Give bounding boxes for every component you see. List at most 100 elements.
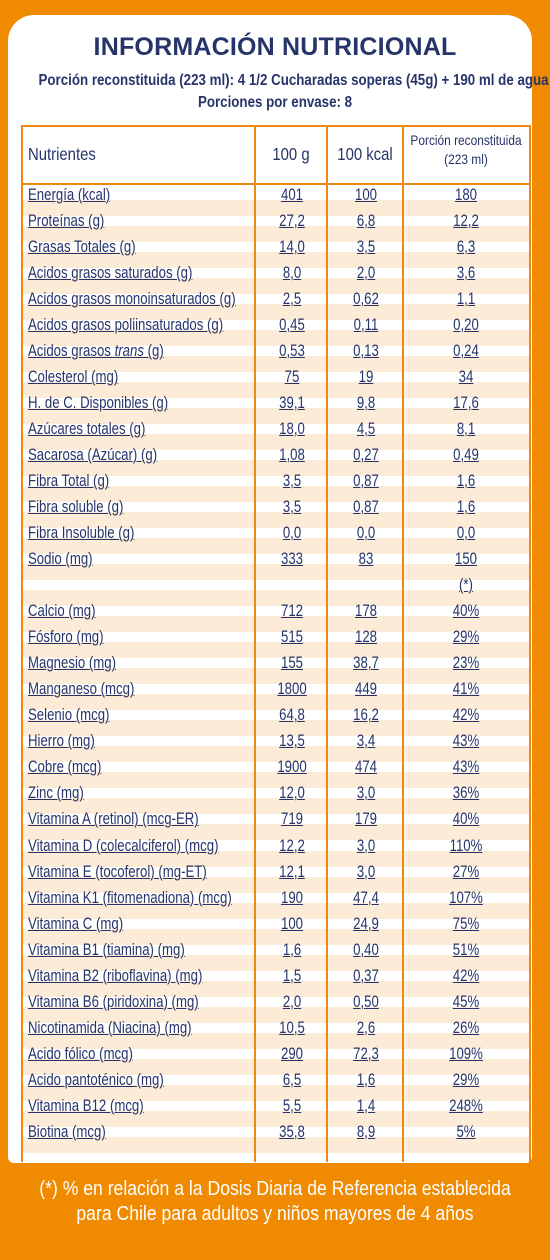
value-per-portion: 0,20	[453, 316, 479, 335]
nutrient-name: Magnesio (mg)	[28, 654, 117, 673]
nutrient-name: Calcio (mg)	[28, 602, 96, 621]
value-per-portion: 180	[454, 186, 478, 204]
value-per-100kcal: 1,4	[356, 1096, 376, 1115]
nutrient-name: Colesterol (mg)	[28, 368, 119, 387]
value-per-100kcal: 0,87	[353, 498, 379, 517]
value-per-100kcal: 474	[354, 758, 378, 777]
value-per-portion: 23%	[452, 654, 480, 673]
value-per-100kcal: 0,40	[353, 940, 379, 959]
nutrient-name: Fibra soluble (g)	[28, 498, 124, 517]
nutrient-name: Biotina (mcg)	[28, 1122, 106, 1141]
value-per-100kcal: 0,13	[353, 342, 379, 361]
nutrient-name: Fósforo (mg)	[28, 628, 104, 647]
nutrient-name: Azúcares totales (g)	[28, 420, 146, 439]
value-per-100kcal: 0,50	[353, 992, 379, 1011]
value-per-100g: 2,0	[282, 992, 302, 1011]
value-per-100kcal: 4,5	[356, 420, 376, 439]
value-per-100kcal: 0,27	[353, 446, 379, 465]
value-per-100g: 0,53	[279, 342, 305, 361]
value-per-portion: 34	[458, 368, 474, 387]
footnote-continued: para Chile para adultos y niños mayores …	[76, 1203, 474, 1225]
nutrient-name: Fibra Insoluble (g)	[28, 524, 135, 543]
value-per-portion: 1,6	[456, 498, 476, 517]
value-per-100kcal: 47,4	[353, 888, 379, 907]
nutrient-name: Acidos grasos trans (g)	[28, 342, 164, 361]
value-per-100g: 18,0	[279, 420, 305, 439]
nutrient-name: Sacarosa (Azúcar) (g)	[28, 446, 158, 465]
value-per-portion: 75%	[452, 914, 480, 933]
value-per-100g: 190	[280, 888, 304, 907]
value-per-portion: 51%	[452, 940, 480, 959]
value-per-100g: 35,8	[279, 1122, 305, 1141]
portion-description: Porción reconstituida (223 ml): 4 1/2 Cu…	[38, 72, 549, 89]
value-per-100kcal: 128	[354, 628, 378, 647]
value-per-portion: 0,0	[456, 524, 476, 543]
table-frame	[21, 125, 531, 1162]
value-per-100g: 13,5	[279, 732, 305, 751]
value-per-portion: 3,6	[456, 264, 476, 283]
value-per-portion: 29%	[452, 628, 480, 647]
column-divider	[402, 125, 404, 1162]
nutrient-name: Energía (kcal)	[28, 186, 111, 204]
value-per-100kcal: 0,0	[356, 524, 376, 543]
value-per-100kcal: 449	[354, 680, 378, 699]
value-per-100kcal: 24,9	[353, 914, 379, 933]
value-per-portion: 40%	[452, 602, 480, 621]
value-per-portion: 27%	[452, 862, 480, 881]
value-per-100g: 64,8	[279, 706, 305, 725]
value-per-100g: 712	[280, 602, 304, 621]
nutrient-name: Zinc (mg)	[28, 784, 84, 803]
nutrient-name: Vitamina A (retinol) (mcg-ER)	[28, 810, 199, 829]
value-per-100kcal: 3,0	[356, 862, 376, 881]
value-per-portion: 40%	[452, 810, 480, 829]
value-per-100g: 719	[280, 810, 304, 829]
value-per-100g: 12,2	[279, 836, 305, 855]
header-divider	[21, 183, 531, 185]
nutrient-name: Vitamina D (colecalciferol) (mcg)	[28, 836, 219, 855]
value-per-portion: 5%	[456, 1122, 476, 1141]
nutrient-name: Vitamina C (mg)	[28, 914, 124, 933]
header-portion-line1: Porción reconstituida	[410, 132, 522, 148]
value-per-100g: 155	[280, 654, 304, 673]
nutrient-name: Grasas Totales (g)	[28, 238, 136, 257]
value-per-portion: 8,1	[456, 420, 476, 439]
value-per-100g: 290	[280, 1044, 304, 1063]
value-per-100kcal: 100	[354, 186, 378, 204]
value-per-portion: 42%	[452, 966, 480, 985]
value-per-100kcal: 0,62	[353, 290, 379, 309]
value-per-100kcal: 2,6	[356, 1018, 376, 1037]
value-per-100kcal: 2,0	[356, 264, 376, 283]
value-per-100g: 1900	[277, 758, 307, 777]
value-per-100kcal: 3,0	[356, 836, 376, 855]
value-per-100kcal: 3,4	[356, 732, 376, 751]
value-per-100kcal: 9,8	[356, 394, 376, 413]
value-per-100kcal: 38,7	[353, 654, 379, 673]
value-per-portion: 248%	[449, 1096, 483, 1115]
nutrient-name: Acidos grasos monoinsaturados (g)	[28, 290, 236, 309]
value-per-100g: 0,0	[282, 524, 302, 543]
nutrient-name: Vitamina B2 (riboflavina) (mg)	[28, 966, 203, 985]
value-per-portion: 43%	[452, 732, 480, 751]
nutrient-name: H. de C. Disponibles (g)	[28, 394, 169, 413]
portions-per-container: Porciones por envase: 8	[197, 94, 353, 111]
value-per-portion: 150	[454, 550, 478, 569]
nutrient-name: Cobre (mcg)	[28, 758, 102, 777]
value-per-portion: 107%	[449, 888, 483, 907]
nutrient-name: Vitamina K1 (fitomenadiona) (mcg)	[28, 888, 232, 907]
value-per-portion: (*)	[459, 576, 473, 595]
column-divider	[254, 125, 256, 1162]
value-per-portion: 17,6	[453, 394, 479, 413]
value-per-100g: 2,5	[282, 290, 302, 309]
value-per-100g: 10,5	[279, 1018, 305, 1037]
value-per-portion: 36%	[452, 784, 480, 803]
value-per-100g: 515	[280, 628, 304, 647]
column-divider	[326, 125, 328, 1162]
nutrient-name: Manganeso (mcg)	[28, 680, 135, 699]
value-per-100g: 1,6	[282, 940, 302, 959]
value-per-portion: 12,2	[453, 212, 479, 231]
value-per-portion: 0,24	[453, 342, 479, 361]
value-per-100g: 6,5	[282, 1070, 302, 1089]
value-per-100kcal: 0,37	[353, 966, 379, 985]
value-per-portion: 41%	[452, 680, 480, 699]
header-nutrients: Nutrientes	[28, 144, 96, 164]
